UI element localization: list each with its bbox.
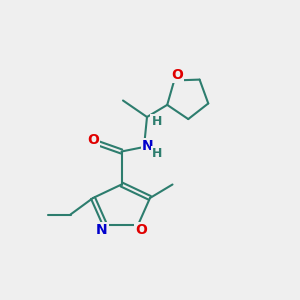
Text: O: O bbox=[135, 224, 147, 237]
Text: O: O bbox=[171, 68, 183, 82]
Text: H: H bbox=[152, 115, 162, 128]
Text: O: O bbox=[87, 133, 99, 146]
Text: N: N bbox=[142, 140, 153, 153]
Text: H: H bbox=[152, 147, 163, 160]
Text: N: N bbox=[96, 224, 108, 237]
